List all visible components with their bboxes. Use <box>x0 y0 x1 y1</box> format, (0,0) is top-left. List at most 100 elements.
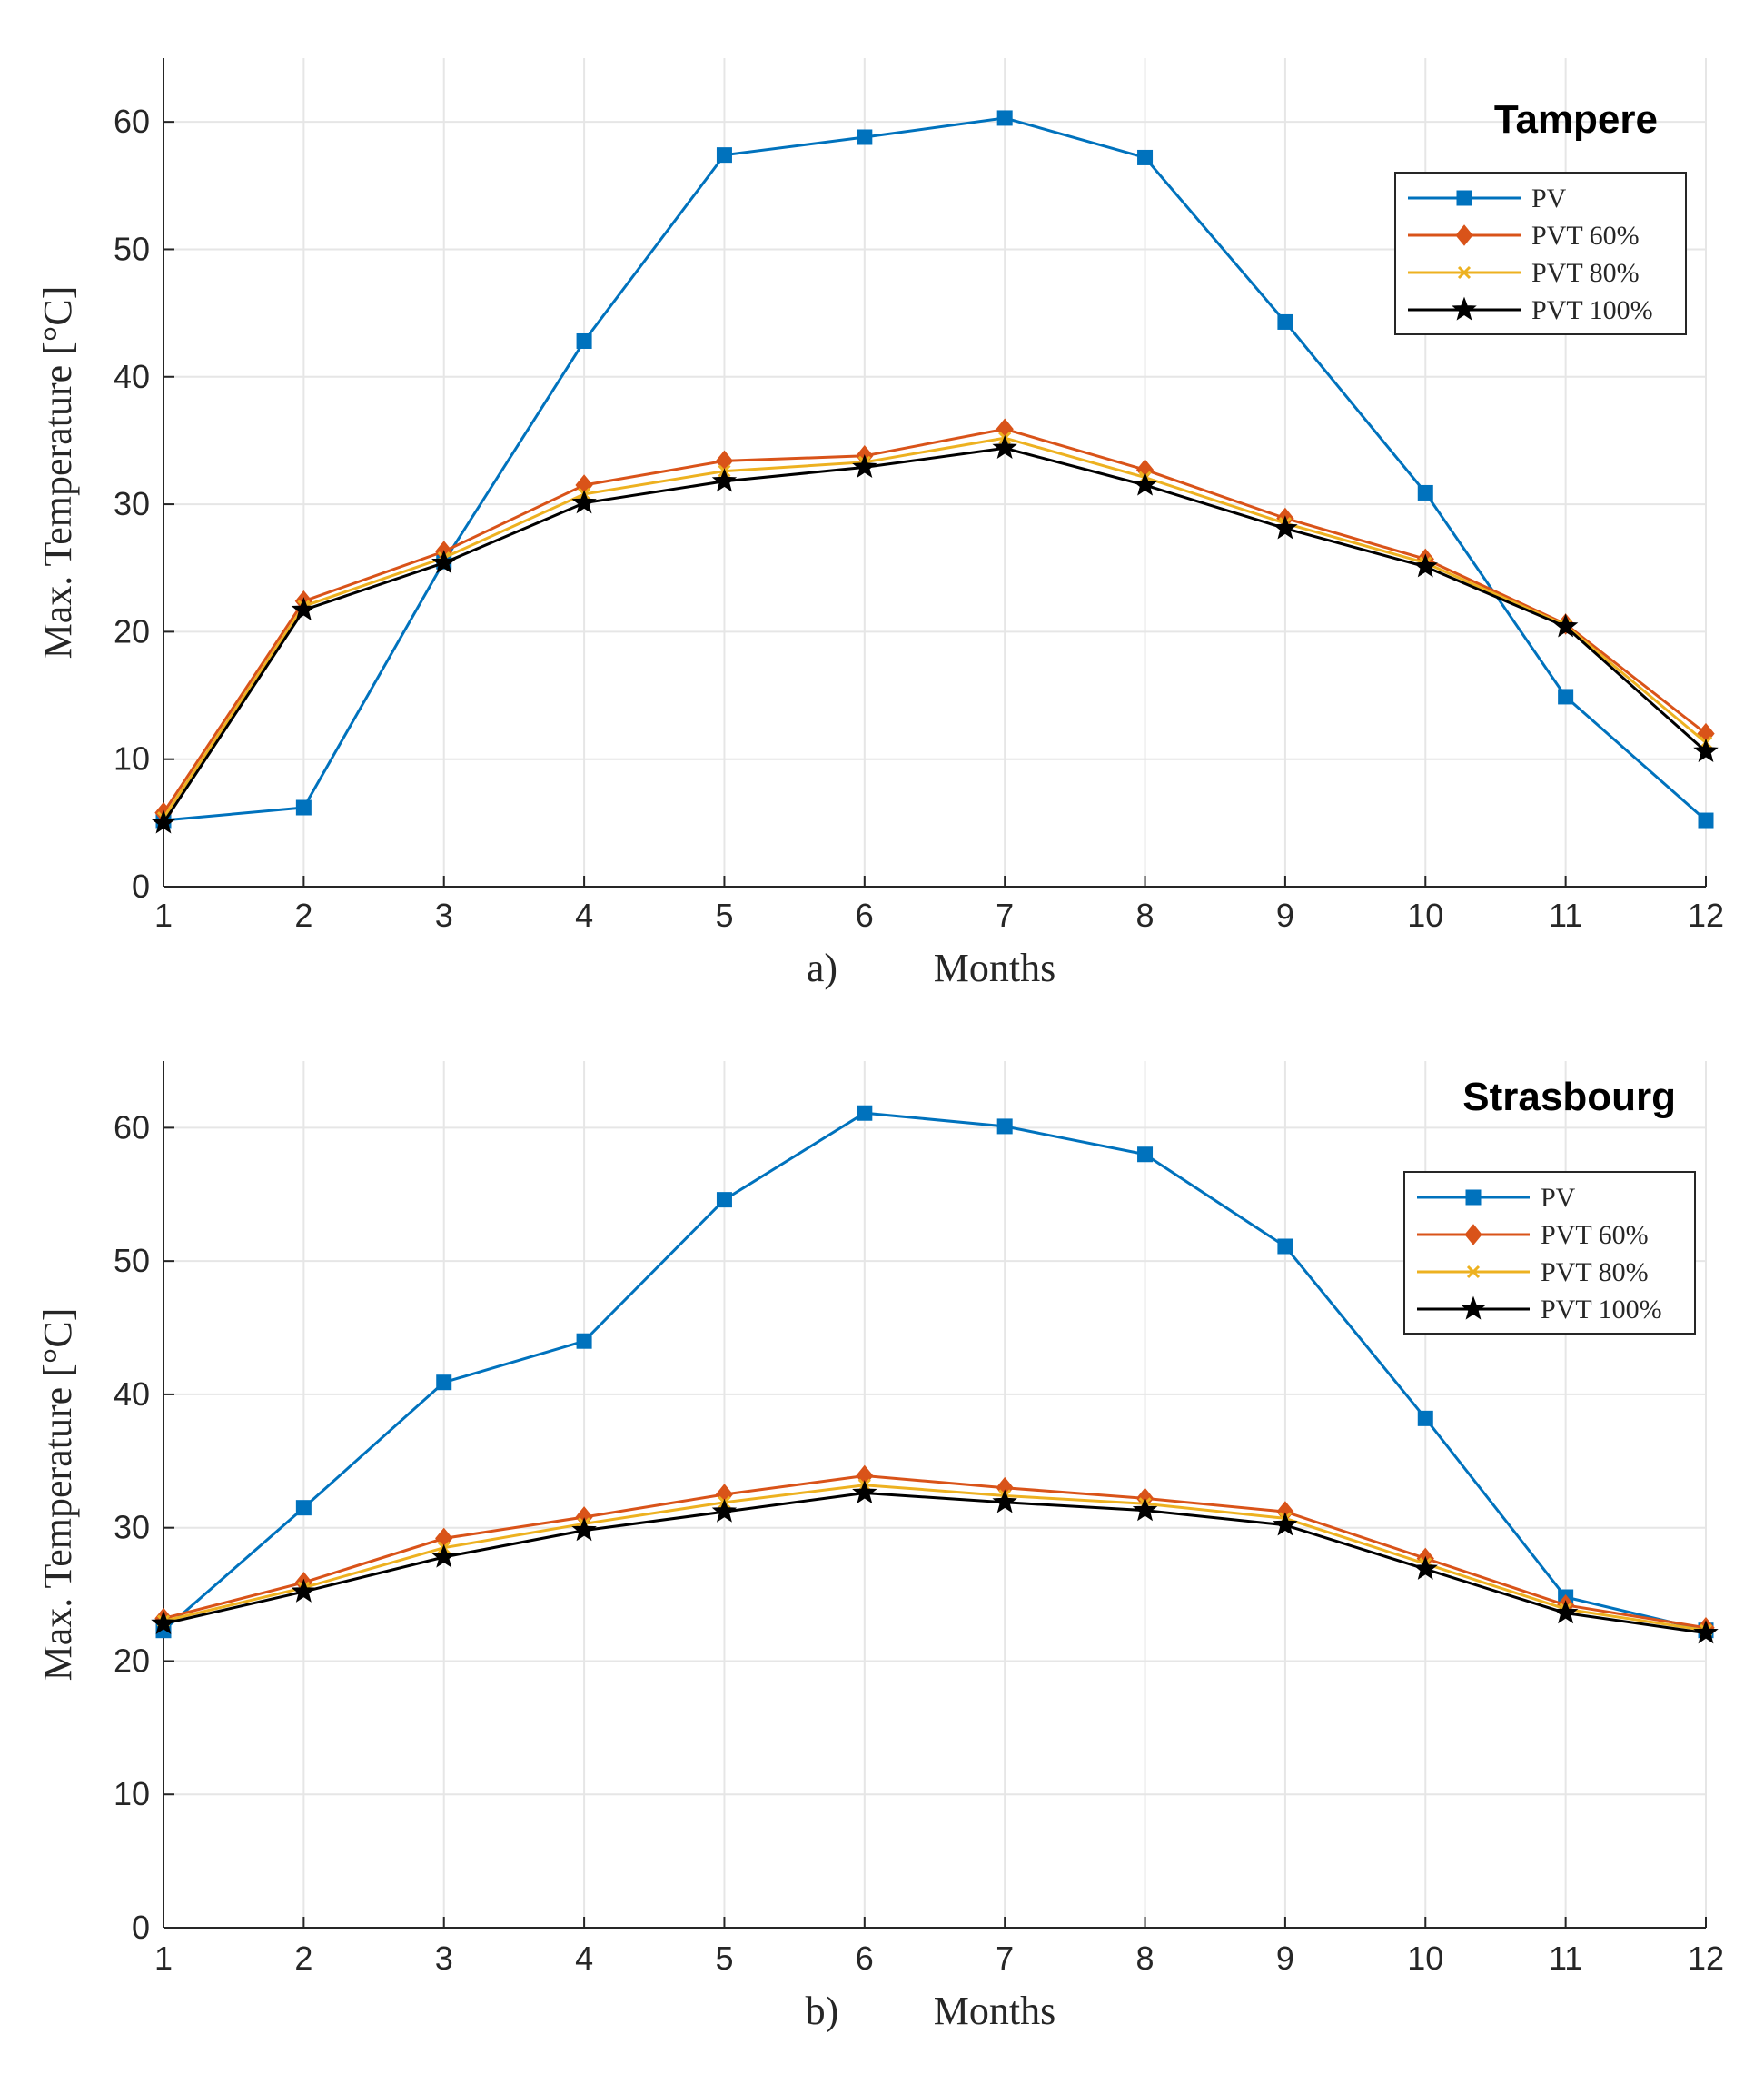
x-tick-label: 7 <box>996 1940 1014 1977</box>
data-point <box>436 1374 452 1391</box>
y-tick-label: 0 <box>132 1909 150 1946</box>
y-tick-label: 20 <box>114 612 150 650</box>
series-line <box>162 427 1707 814</box>
y-tick-label: 30 <box>114 1509 150 1546</box>
y-axis-label: Max. Temperature [°C] <box>35 286 80 660</box>
x-axis-label: Months <box>934 1989 1055 2033</box>
data-point <box>1273 1512 1298 1536</box>
legend-swatch-marker <box>1465 1189 1482 1206</box>
data-point <box>716 1192 732 1208</box>
data-point <box>291 597 317 621</box>
series-pvt-100 <box>151 434 1719 834</box>
y-tick-label: 40 <box>114 358 150 395</box>
data-point <box>576 332 592 349</box>
x-tick-label: 1 <box>154 1940 173 1977</box>
data-point <box>852 453 877 479</box>
legend-swatch-marker <box>1457 265 1472 280</box>
data-point <box>576 1333 592 1349</box>
data-point <box>1132 471 1158 496</box>
series-line <box>163 1474 1707 1630</box>
x-axis-label: Months <box>934 946 1055 990</box>
y-tick-label: 10 <box>114 1775 150 1812</box>
y-tick-label: 10 <box>114 740 150 778</box>
y-tick-label: 60 <box>114 1108 150 1146</box>
x-tick-label: 4 <box>575 897 593 934</box>
legend-swatch-marker <box>1456 190 1472 206</box>
x-tick-label: 9 <box>1276 1940 1294 1977</box>
data-point <box>1417 1410 1433 1426</box>
legend-entry: PVT 100% <box>1541 1295 1662 1325</box>
legend-swatch-marker <box>1461 1295 1486 1320</box>
data-point <box>1558 689 1574 705</box>
x-tick-label: 3 <box>435 897 453 934</box>
data-point <box>992 434 1017 460</box>
legend-entry: PVT 100% <box>1531 295 1653 325</box>
x-tick-label: 7 <box>996 897 1014 934</box>
legend-swatch-marker <box>1452 296 1477 321</box>
x-tick-label: 8 <box>1136 897 1155 934</box>
data-point <box>1417 484 1433 501</box>
series-line <box>163 1484 1707 1632</box>
y-tick-label: 0 <box>132 868 150 905</box>
series-line <box>162 436 1707 819</box>
data-point <box>1698 812 1714 829</box>
data-point <box>1412 553 1438 578</box>
data-point <box>151 1610 176 1635</box>
x-tick-label: 2 <box>294 897 312 934</box>
legend-entry: PV <box>1541 1183 1576 1213</box>
series-line <box>163 1491 1707 1635</box>
data-point <box>1693 1620 1719 1644</box>
data-point <box>1277 1238 1293 1255</box>
x-tick-label: 3 <box>435 1940 453 1977</box>
panel-label: a) <box>807 946 837 990</box>
x-tick-label: 10 <box>1407 897 1443 934</box>
legend-entry: PVT 60% <box>1531 221 1640 251</box>
data-point <box>716 147 732 164</box>
data-point <box>1552 1600 1579 1624</box>
x-tick-label: 12 <box>1688 1940 1724 1977</box>
legend-swatch-marker <box>1466 1265 1481 1279</box>
data-point <box>711 1498 738 1523</box>
x-tick-label: 5 <box>715 1940 733 1977</box>
x-tick-label: 4 <box>575 1940 593 1977</box>
data-point <box>1412 1555 1438 1580</box>
series-pvt-100 <box>151 1480 1719 1644</box>
x-tick-label: 5 <box>715 897 733 934</box>
data-point <box>996 1118 1013 1135</box>
data-point <box>857 129 873 145</box>
data-point <box>1552 613 1579 638</box>
legend-box <box>1403 1171 1696 1335</box>
y-tick-label: 30 <box>114 485 150 522</box>
data-point <box>295 1500 312 1516</box>
chart-title: Strasbourg <box>1462 1075 1676 1119</box>
legend: PV PVT 60% PVT 80% PVT 100% <box>1394 172 1687 335</box>
legend-entry: PVT 80% <box>1531 258 1640 288</box>
series-pvt-80 <box>156 1478 1713 1637</box>
data-point <box>571 1517 597 1542</box>
data-point <box>1137 149 1154 165</box>
y-tick-label: 20 <box>114 1642 150 1679</box>
data-point <box>1273 515 1298 540</box>
data-point <box>291 1578 317 1603</box>
data-point <box>1137 1146 1154 1163</box>
x-tick-label: 2 <box>294 1940 312 1977</box>
y-tick-label: 50 <box>114 1242 150 1279</box>
data-point <box>711 468 738 492</box>
data-point <box>1132 1497 1158 1522</box>
series-pv <box>155 110 1714 829</box>
x-tick-label: 9 <box>1276 897 1294 934</box>
y-tick-label: 60 <box>114 103 150 140</box>
x-tick-label: 8 <box>1136 1940 1155 1977</box>
legend-swatch-marker <box>1464 1224 1482 1245</box>
x-tick-label: 11 <box>1549 897 1582 934</box>
data-point <box>852 1480 877 1504</box>
x-tick-label: 6 <box>856 897 874 934</box>
data-point <box>295 799 312 816</box>
chart-title: Tampere <box>1494 97 1658 142</box>
data-point <box>1277 313 1293 330</box>
data-point <box>151 809 176 834</box>
legend-entry: PV <box>1531 184 1567 213</box>
